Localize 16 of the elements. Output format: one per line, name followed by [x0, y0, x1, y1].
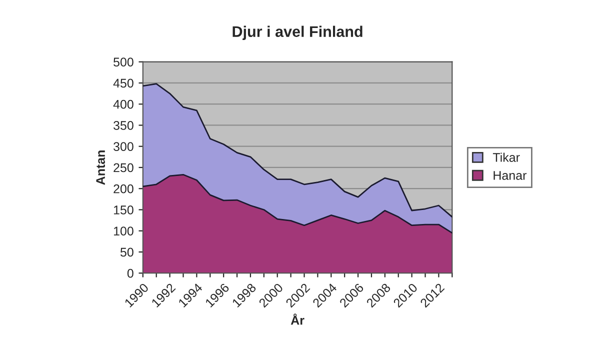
y-tick-label: 200 [114, 184, 134, 194]
y-tick-label: 450 [113, 78, 134, 88]
y-tick-label: 50 [120, 248, 134, 257]
y-tick-label: 0 [127, 268, 134, 278]
legend-label: Tikar [492, 152, 520, 162]
y-tick-label: 400 [113, 100, 134, 109]
y-tick-label: 100 [114, 226, 134, 236]
x-axis-title: År [290, 314, 304, 325]
y-axis-title: Antan [96, 150, 106, 185]
y-tick-label: 350 [114, 121, 134, 130]
y-tick-label: 300 [114, 142, 134, 152]
chart-title: Djur i avel Finland [232, 26, 362, 40]
y-tick-label: 150 [114, 206, 134, 214]
y-tick-label: 500 [114, 58, 134, 67]
y-tick-label: 250 [114, 163, 134, 172]
legend-label: Hanar [494, 171, 527, 180]
